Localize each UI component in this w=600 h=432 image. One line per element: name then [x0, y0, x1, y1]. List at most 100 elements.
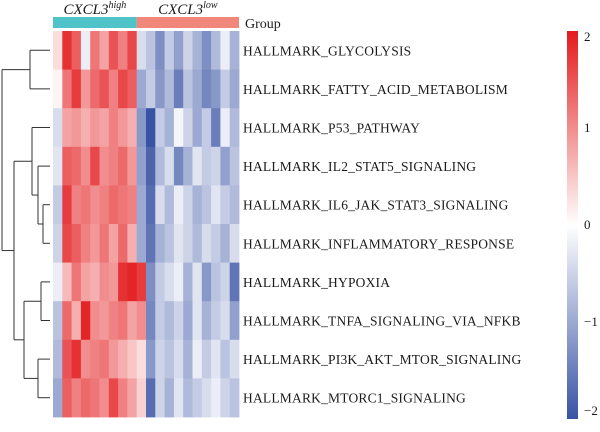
heatmap-cell: [71, 31, 82, 70]
heatmap-cell: [211, 31, 221, 70]
heatmap-cell: [146, 339, 156, 379]
heatmap-cell: [220, 69, 231, 109]
heatmap-cell: [90, 378, 100, 418]
heatmap-cell: [62, 339, 72, 379]
heatmap-cell: [183, 108, 193, 148]
heatmap-cell: [127, 378, 138, 418]
heatmap-cell: [164, 185, 175, 225]
heatmap-cell: [173, 31, 184, 70]
heatmap-cell: [127, 301, 138, 341]
heatmap-cell: [192, 69, 203, 109]
heatmap-cell: [90, 301, 100, 341]
heatmap-cell: [127, 31, 138, 70]
heatmap-cell: [62, 31, 72, 70]
heatmap-cell: [136, 339, 147, 379]
heatmap-cell: [229, 31, 240, 70]
heatmap-cell: [211, 69, 221, 109]
heatmap-cell: [90, 224, 100, 263]
group-label: CXCL3low: [158, 0, 218, 18]
heatmap-cell: [183, 69, 193, 109]
heatmap-cell: [90, 108, 100, 148]
heatmap-cell: [146, 108, 156, 148]
heatmap-cell: [71, 185, 82, 225]
heatmap-cell: [71, 69, 82, 109]
heatmap-cell: [220, 262, 231, 302]
heatmap-cell: [80, 339, 91, 379]
heatmap-cell: [62, 262, 72, 302]
heatmap-cell: [118, 301, 128, 341]
group-bar-segment: [53, 17, 137, 28]
heatmap-cell: [136, 262, 147, 302]
heatmap-cell: [71, 108, 82, 148]
heatmap-cell: [192, 378, 203, 418]
heatmap-cell: [71, 262, 82, 302]
heatmap-cell: [164, 31, 175, 70]
heatmap-cell: [99, 31, 110, 70]
group-label-superscript: low: [203, 0, 218, 11]
heatmap-cell: [155, 339, 165, 379]
heatmap-cell: [183, 31, 193, 70]
heatmap-cell: [108, 108, 119, 148]
heatmap-cell: [211, 301, 221, 341]
heatmap-cell: [118, 339, 128, 379]
heatmap-cell: [136, 69, 147, 109]
heatmap-cell: [164, 146, 175, 186]
heatmap-cell: [183, 185, 193, 225]
heatmap-cell: [90, 31, 100, 70]
heatmap-cell: [136, 146, 147, 186]
heatmap-cell: [164, 378, 175, 418]
heatmap-cell: [155, 31, 165, 70]
heatmap-cell: [71, 224, 82, 263]
heatmap-cell: [62, 108, 72, 148]
heatmap-cell: [90, 262, 100, 302]
heatmap-cell: [118, 146, 128, 186]
heatmap-cell: [201, 108, 212, 148]
heatmap-cell: [99, 262, 110, 302]
heatmap-cell: [155, 69, 165, 109]
heatmap-cell: [164, 108, 175, 148]
group-label: CXCL3high: [63, 0, 126, 18]
heatmap-cell: [211, 378, 221, 418]
heatmap-cell: [164, 262, 175, 302]
row-label: HALLMARK_P53_PATHWAY: [243, 121, 420, 136]
heatmap-cell: [192, 301, 203, 341]
heatmap-cell: [220, 31, 231, 70]
heatmap-cell: [118, 378, 128, 418]
heatmap-cell: [127, 108, 138, 148]
heatmap-cell: [80, 108, 91, 148]
heatmap-cell: [80, 262, 91, 302]
heatmap-cell: [155, 224, 165, 263]
heatmap-cell: [220, 301, 231, 341]
heatmap-cell: [80, 146, 91, 186]
heatmap-cell: [146, 31, 156, 70]
heatmap-cell: [53, 31, 63, 70]
heatmap-cell: [90, 339, 100, 379]
heatmap-cell: [80, 185, 91, 225]
heatmap-cell: [146, 224, 156, 263]
color-legend: 2 1 0 −1 −2: [567, 29, 598, 419]
heatmap-cell: [211, 146, 221, 186]
heatmap-cell: [183, 146, 193, 186]
heatmap-cell: [99, 108, 110, 148]
row-labels: HALLMARK_GLYCOLYSIS HALLMARK_FATTY_ACID_M…: [243, 43, 521, 405]
heatmap-cell: [53, 69, 63, 109]
heatmap-cell: [192, 146, 203, 186]
heatmap-cell: [173, 108, 184, 148]
row-label: HALLMARK_INFLAMMATORY_RESPONSE: [243, 236, 514, 251]
heatmap-cell: [229, 224, 240, 263]
heatmap-cell: [220, 378, 231, 418]
heatmap-cell: [127, 224, 138, 263]
heatmap-cell: [173, 185, 184, 225]
heatmap-cell: [71, 146, 82, 186]
heatmap-cell: [183, 378, 193, 418]
legend-tick-label: 2: [584, 29, 591, 44]
heatmap-cell: [118, 185, 128, 225]
heatmap-cell: [220, 146, 231, 186]
row-dendrogram: [1, 49, 50, 399]
heatmap-cell: [99, 185, 110, 225]
heatmap-cell: [108, 262, 119, 302]
heatmap-cell: [201, 185, 212, 225]
heatmap-cell: [229, 378, 240, 418]
